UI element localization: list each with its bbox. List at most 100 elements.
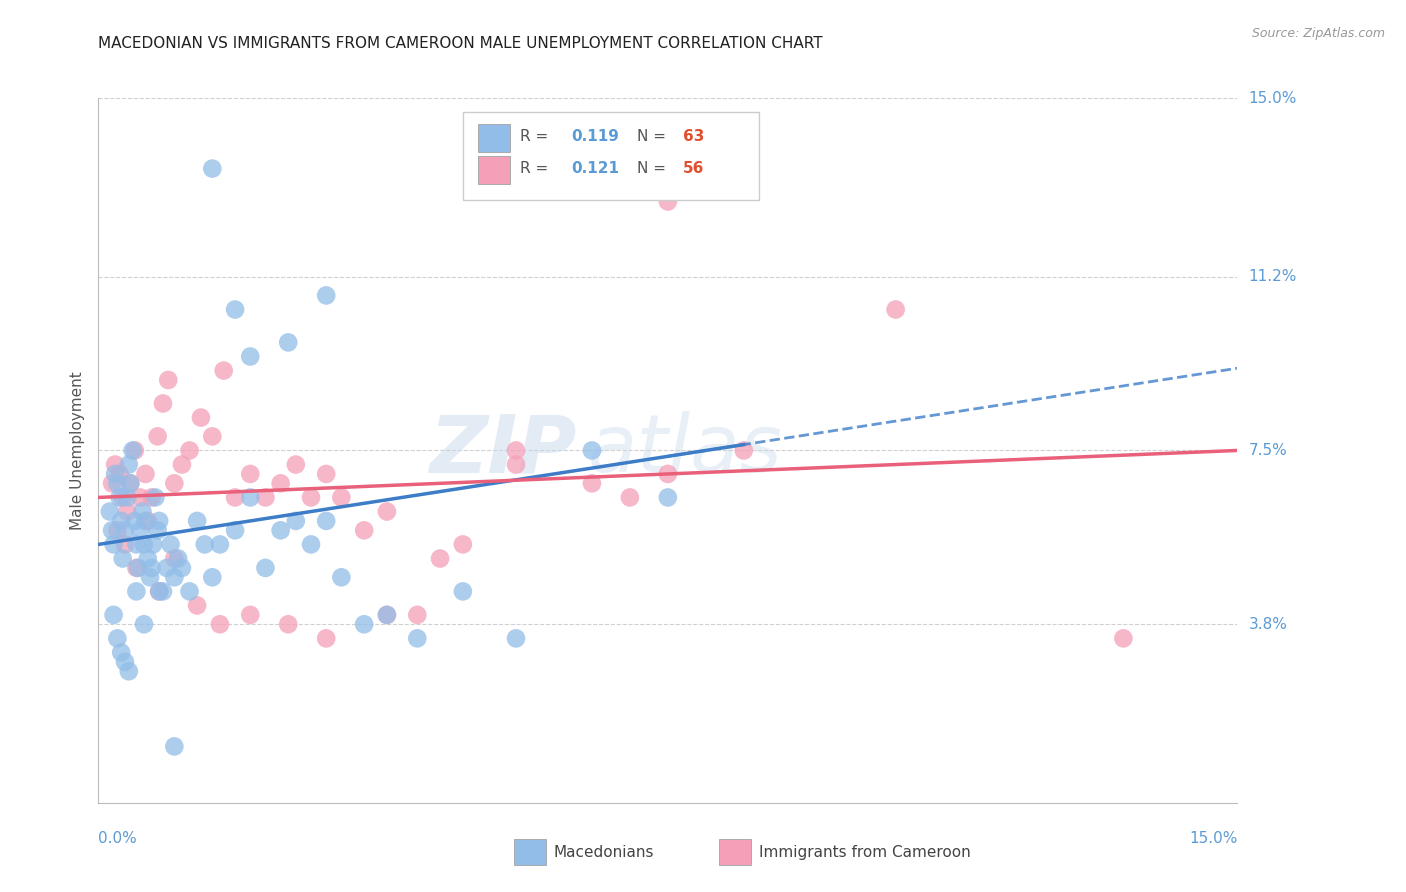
FancyBboxPatch shape: [515, 839, 546, 865]
Point: [406, 607, 429, 622]
Text: MACEDONIAN VS IMMIGRANTS FROM CAMEROON MALE UNEMPLOYMENT CORRELATION CHART: MACEDONIAN VS IMMIGRANTS FROM CAMEROON M…: [98, 36, 823, 51]
Point: [299, 491, 322, 505]
Point: [152, 396, 174, 410]
Point: [127, 561, 149, 575]
Point: [131, 504, 153, 518]
Text: Immigrants from Cameroon: Immigrants from Cameroon: [759, 845, 970, 860]
Point: [239, 350, 262, 364]
Point: [134, 467, 156, 481]
Point: [224, 491, 246, 505]
Text: R =: R =: [520, 161, 553, 176]
Point: [270, 524, 292, 538]
Text: Source: ZipAtlas.com: Source: ZipAtlas.com: [1251, 27, 1385, 40]
Text: atlas: atlas: [588, 411, 783, 490]
Point: [104, 458, 127, 472]
Text: 15.0%: 15.0%: [1189, 830, 1237, 846]
Text: 15.0%: 15.0%: [1249, 91, 1296, 105]
Point: [146, 429, 169, 443]
Point: [124, 514, 146, 528]
Point: [277, 617, 299, 632]
Point: [120, 476, 142, 491]
Point: [208, 537, 231, 551]
FancyBboxPatch shape: [478, 156, 509, 184]
Point: [125, 584, 148, 599]
Point: [108, 491, 131, 505]
Point: [505, 632, 527, 646]
Point: [120, 476, 142, 491]
Point: [157, 373, 180, 387]
Point: [190, 410, 212, 425]
Point: [136, 514, 159, 528]
Text: R =: R =: [520, 129, 553, 145]
Point: [186, 599, 208, 613]
Point: [103, 537, 125, 551]
Text: Macedonians: Macedonians: [554, 845, 654, 860]
Point: [141, 561, 163, 575]
Text: N =: N =: [637, 129, 671, 145]
Point: [146, 524, 169, 538]
Point: [884, 302, 907, 317]
Point: [212, 363, 235, 377]
Point: [353, 524, 375, 538]
Point: [315, 467, 337, 481]
Point: [619, 491, 641, 505]
Text: 63: 63: [683, 129, 704, 145]
Point: [375, 504, 398, 518]
Point: [657, 467, 679, 481]
Point: [375, 607, 398, 622]
FancyBboxPatch shape: [718, 839, 751, 865]
Point: [353, 617, 375, 632]
Point: [132, 617, 155, 632]
Point: [117, 504, 139, 518]
Point: [118, 665, 141, 679]
Point: [148, 584, 170, 599]
Point: [104, 467, 127, 481]
Point: [194, 537, 217, 551]
Point: [163, 570, 186, 584]
Point: [315, 514, 337, 528]
Point: [163, 551, 186, 566]
Point: [107, 524, 129, 538]
Point: [451, 537, 474, 551]
Point: [201, 570, 224, 584]
Point: [270, 476, 292, 491]
Point: [107, 476, 129, 491]
Point: [186, 514, 208, 528]
Point: [125, 561, 148, 575]
Point: [581, 443, 603, 458]
Point: [111, 551, 134, 566]
Text: 0.121: 0.121: [571, 161, 619, 176]
Text: 7.5%: 7.5%: [1249, 443, 1286, 458]
Point: [124, 443, 146, 458]
Point: [167, 551, 190, 566]
Point: [163, 739, 186, 754]
Text: 0.119: 0.119: [571, 129, 619, 145]
Point: [239, 491, 262, 505]
Point: [224, 302, 246, 317]
Y-axis label: Male Unemployment: Male Unemployment: [69, 371, 84, 530]
Point: [134, 514, 156, 528]
Point: [505, 443, 527, 458]
FancyBboxPatch shape: [478, 124, 509, 153]
Point: [107, 632, 129, 646]
Point: [208, 617, 231, 632]
Point: [505, 458, 527, 472]
Point: [101, 476, 124, 491]
Point: [284, 458, 307, 472]
Point: [108, 467, 131, 481]
Point: [98, 504, 121, 518]
Point: [114, 537, 136, 551]
Point: [145, 491, 167, 505]
Point: [132, 537, 155, 551]
Point: [451, 584, 474, 599]
Point: [148, 584, 170, 599]
Point: [179, 443, 201, 458]
Point: [141, 491, 163, 505]
Point: [129, 524, 152, 538]
Point: [111, 491, 134, 505]
Point: [148, 514, 170, 528]
Point: [179, 584, 201, 599]
Point: [201, 161, 224, 176]
Point: [103, 607, 125, 622]
Point: [101, 524, 124, 538]
